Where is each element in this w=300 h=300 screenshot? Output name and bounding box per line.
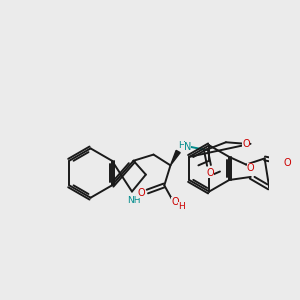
Text: O: O <box>171 197 179 207</box>
Text: N: N <box>184 142 191 152</box>
Text: O: O <box>137 188 145 198</box>
Text: H: H <box>178 202 184 211</box>
Text: H: H <box>178 141 184 150</box>
Text: NH: NH <box>127 196 140 205</box>
Polygon shape <box>170 150 180 165</box>
Text: O: O <box>242 139 250 149</box>
Text: O: O <box>207 168 214 178</box>
Text: O: O <box>284 158 292 168</box>
Text: O: O <box>247 163 255 173</box>
